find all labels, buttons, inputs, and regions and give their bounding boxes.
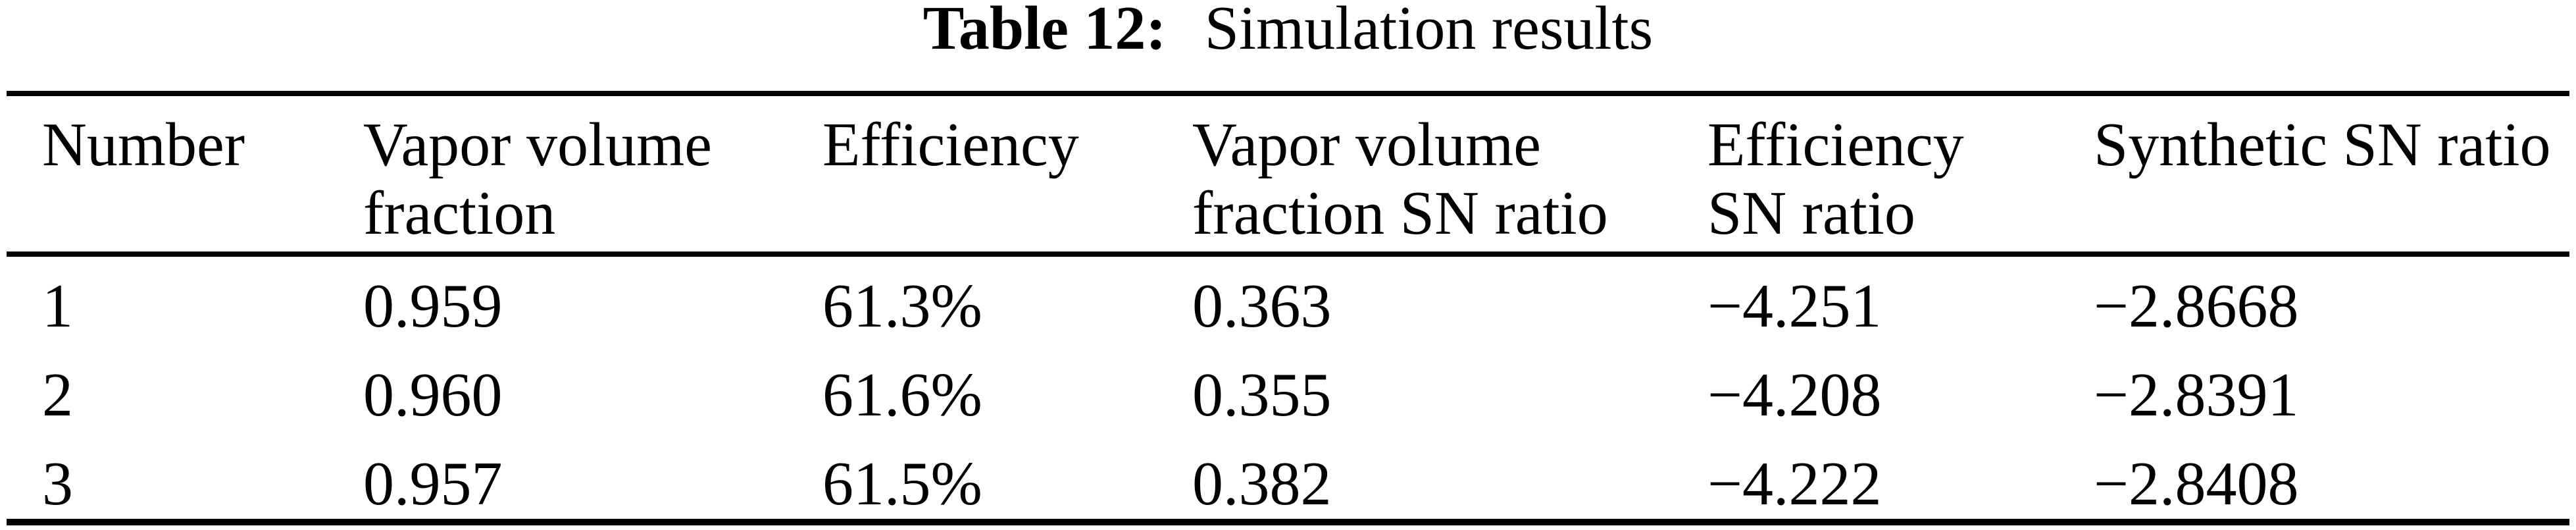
column-header-line: Number xyxy=(42,111,245,179)
column-header-line: Vapor volume xyxy=(363,111,712,179)
table-row: 3 0.957 61.5% 0.382 −4.222 −2.8408 xyxy=(0,450,2576,518)
cell-efficiency: 61.6% xyxy=(822,361,982,429)
cell-vapor-volume-fraction: 0.957 xyxy=(363,450,503,518)
cell-number: 3 xyxy=(42,450,73,518)
cell-vapor-volume-fraction-sn-ratio: 0.382 xyxy=(1192,450,1332,518)
column-header-efficiency: Efficiency xyxy=(822,111,1079,179)
cell-number: 2 xyxy=(42,361,73,429)
cell-efficiency-sn-ratio: −4.208 xyxy=(1707,361,1882,429)
column-header-number: Number xyxy=(42,111,245,179)
cell-efficiency-sn-ratio: −4.222 xyxy=(1707,450,1882,518)
column-header-line: SN ratio xyxy=(1707,179,1915,248)
column-header-line: Efficiency xyxy=(822,111,1079,179)
cell-vapor-volume-fraction-sn-ratio: 0.363 xyxy=(1192,272,1332,340)
cell-synthetic-sn-ratio: −2.8668 xyxy=(2094,272,2299,340)
cell-vapor-volume-fraction: 0.959 xyxy=(363,272,503,340)
table-caption-label: Table 12: xyxy=(922,0,1167,63)
cell-vapor-volume-fraction-sn-ratio: 0.355 xyxy=(1192,361,1332,429)
column-header-line: Vapor volume xyxy=(1192,111,1541,179)
column-header-vapor-volume-fraction-sn-ratio: Vapor volume fraction SN ratio xyxy=(1192,111,1608,248)
cell-efficiency: 61.5% xyxy=(822,450,982,518)
cell-vapor-volume-fraction: 0.960 xyxy=(363,361,503,429)
cell-synthetic-sn-ratio: −2.8391 xyxy=(2094,361,2299,429)
column-header-line: Efficiency xyxy=(1707,111,1964,179)
column-header-synthetic-sn-ratio: Synthetic SN ratio xyxy=(2094,111,2551,179)
table-top-rule xyxy=(7,91,2569,96)
column-header-line: fraction xyxy=(363,179,556,248)
column-header-vapor-volume-fraction: Vapor volume fraction xyxy=(363,111,712,248)
cell-synthetic-sn-ratio: −2.8408 xyxy=(2094,450,2299,518)
table-bottom-rule xyxy=(7,519,2569,525)
column-header-line: Synthetic SN ratio xyxy=(2094,111,2551,179)
table-row: 2 0.960 61.6% 0.355 −4.208 −2.8391 xyxy=(0,361,2576,429)
cell-efficiency-sn-ratio: −4.251 xyxy=(1707,272,1882,340)
table-caption-text: Simulation results xyxy=(1204,0,1654,63)
table-row: 1 0.959 61.3% 0.363 −4.251 −2.8668 xyxy=(0,272,2576,340)
column-header-line: fraction SN ratio xyxy=(1192,179,1608,248)
cell-number: 1 xyxy=(42,272,73,340)
table-header-rule xyxy=(7,252,2569,257)
cell-efficiency: 61.3% xyxy=(822,272,982,340)
column-header-efficiency-sn-ratio: Efficiency SN ratio xyxy=(1707,111,1964,248)
table-caption: Table 12: Simulation results xyxy=(0,0,2576,63)
